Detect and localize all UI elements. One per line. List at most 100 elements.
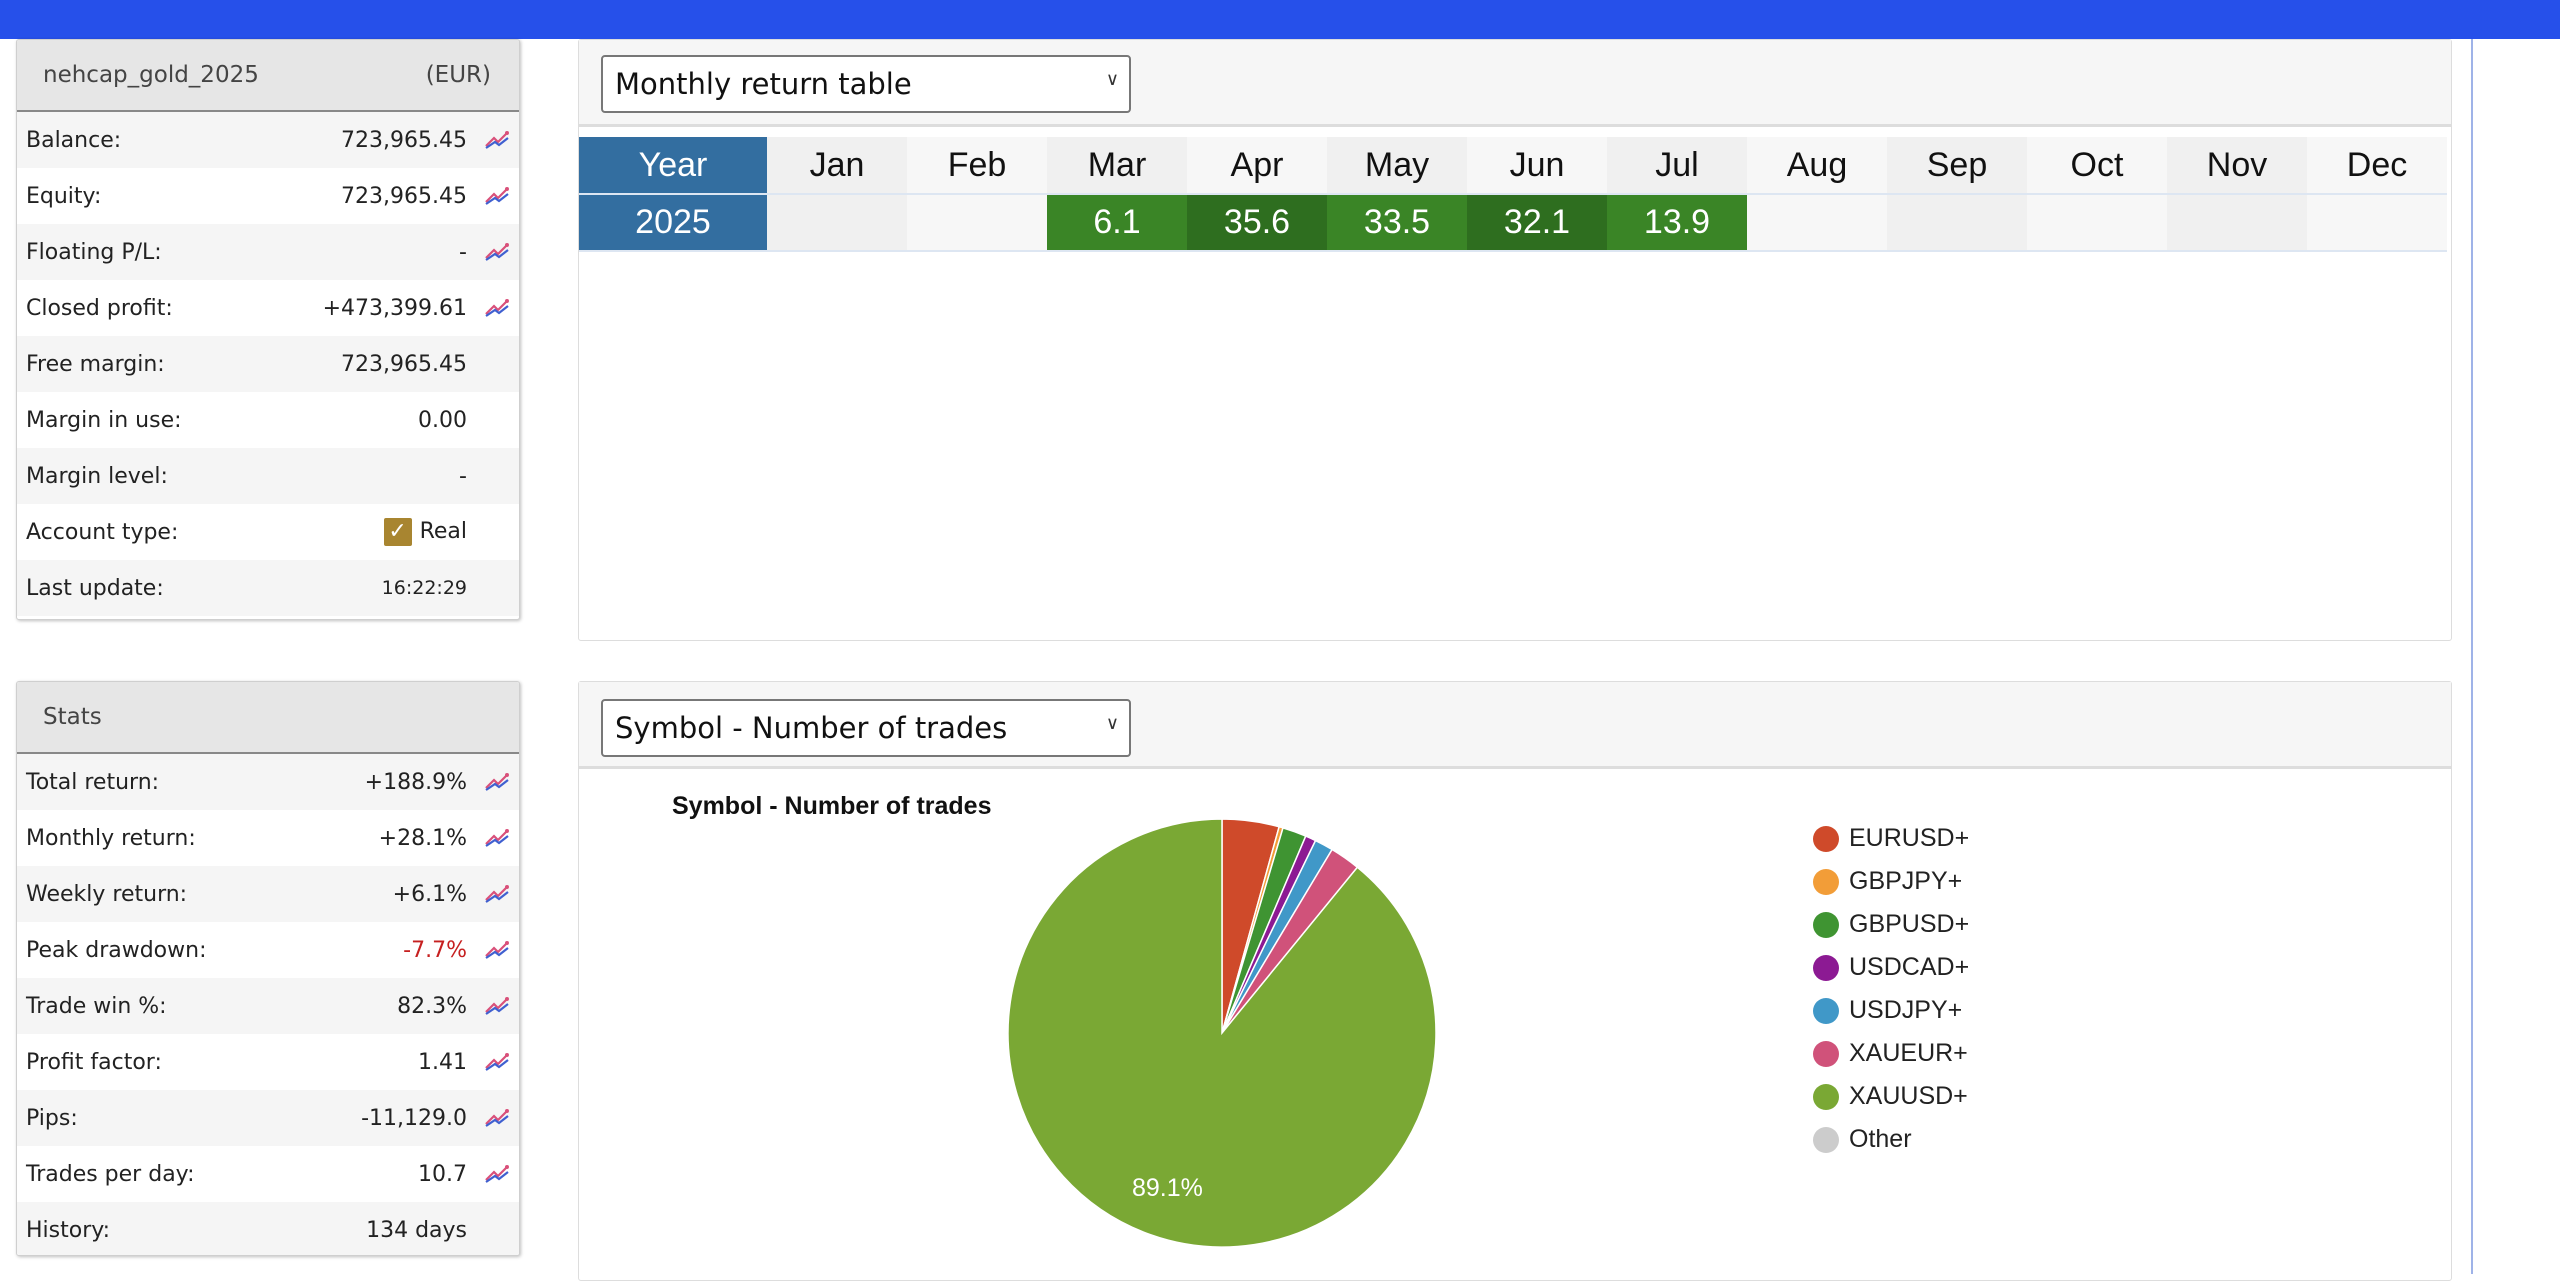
month-value-cell <box>1887 193 2027 252</box>
legend-item[interactable]: XAUEUR+ <box>1813 1032 1969 1075</box>
chart-icon[interactable] <box>467 297 511 319</box>
row-value: 723,965.45 <box>341 351 467 377</box>
stat-row: Closed profit: +473,399.61 <box>17 280 519 336</box>
monthly-return-table: Year Jan Feb Mar Apr May Jun Jul Aug Sep Oct Nov Dec… <box>579 137 2447 252</box>
legend-dot-icon <box>1813 997 1839 1024</box>
chart-icon[interactable] <box>467 129 511 151</box>
stat-row: Trade win %: 82.3% <box>17 978 519 1034</box>
checkbox-icon: ✓ <box>383 518 412 546</box>
row-label: Pips: <box>26 1105 78 1131</box>
monthly-toolbar: Monthly return table ∨ <box>579 40 2451 127</box>
month-value-cell <box>2307 193 2447 252</box>
stat-row: Margin in use: 0.00 <box>17 392 519 448</box>
pie-slice-xauusd[interactable] <box>1007 818 1437 1248</box>
chevron-down-icon: ∨ <box>1105 713 1119 734</box>
legend-item[interactable]: USDCAD+ <box>1813 946 1969 989</box>
row-label: Trades per day: <box>26 1161 195 1187</box>
month-header: Sep <box>1887 137 2027 194</box>
row-value: +473,399.61 <box>322 295 467 321</box>
row-value: ✓ Real <box>247 518 467 546</box>
stat-row: Monthly return: +28.1% <box>17 810 519 866</box>
stat-row: Profit factor: 1.41 <box>17 1034 519 1090</box>
legend-label: USDJPY+ <box>1849 996 1963 1024</box>
stat-row: Margin level: - <box>17 448 519 504</box>
legend-label: XAUEUR+ <box>1849 1039 1968 1067</box>
chart-title: Symbol - Number of trades <box>672 792 992 820</box>
symbol-chart-select[interactable]: Symbol - Number of trades ∨ <box>601 699 1131 757</box>
stat-row: Last update: 16:22:29 <box>17 560 519 616</box>
month-value-cell: 33.5 <box>1327 193 1467 252</box>
monthly-view-select[interactable]: Monthly return table ∨ <box>601 55 1131 113</box>
chart-icon[interactable] <box>467 1107 511 1129</box>
chart-icon[interactable] <box>467 995 511 1017</box>
stat-row: Trades per day: 10.7 <box>17 1146 519 1202</box>
account-header: nehcap_gold_2025 (EUR) <box>17 40 519 112</box>
chart-icon[interactable] <box>467 1051 511 1073</box>
legend-item[interactable]: USDJPY+ <box>1813 989 1969 1032</box>
legend-dot-icon <box>1813 825 1839 852</box>
stats-title: Stats <box>43 704 102 730</box>
legend-item[interactable]: XAUUSD+ <box>1813 1075 1969 1118</box>
chevron-down-icon: ∨ <box>1105 69 1119 90</box>
legend-item[interactable]: EURUSD+ <box>1813 817 1969 860</box>
table-header-row: Year Jan Feb Mar Apr May Jun Jul Aug Sep Oct Nov Dec <box>579 137 2447 194</box>
stats-panel: Stats Total return: +188.9% Monthly return… <box>16 681 520 1256</box>
legend-dot-icon <box>1813 1126 1839 1153</box>
chart-icon[interactable] <box>467 827 511 849</box>
row-label: Trade win %: <box>26 993 167 1019</box>
legend-item[interactable]: GBPUSD+ <box>1813 903 1969 946</box>
month-value-cell <box>907 193 1047 252</box>
month-header: Feb <box>907 137 1047 194</box>
slice-data-label: 89.1% <box>1132 1174 1203 1202</box>
row-value: 1.41 <box>418 1049 467 1075</box>
chart-icon[interactable] <box>467 1163 511 1185</box>
row-value: 16:22:29 <box>381 577 467 599</box>
monthly-return-panel: Monthly return table ∨ Year Jan Feb Mar Apr M… <box>578 39 2452 641</box>
row-value: 723,965.45 <box>341 127 467 153</box>
legend-label: XAUUSD+ <box>1849 1082 1968 1110</box>
chart-icon[interactable] <box>467 939 511 961</box>
row-value: - <box>459 239 467 265</box>
year-header: Year <box>579 137 767 194</box>
legend-dot-icon <box>1813 954 1839 981</box>
table-row: 2025 6.1 35.6 33.5 32.1 13.9 <box>579 193 2447 252</box>
account-name: nehcap_gold_2025 <box>43 62 259 88</box>
month-header: Aug <box>1747 137 1887 194</box>
symbol-toolbar: Symbol - Number of trades ∨ <box>579 682 2451 769</box>
row-value: +188.9% <box>364 769 467 795</box>
row-label: Equity: <box>26 183 102 209</box>
row-label: Free margin: <box>26 351 165 377</box>
chart-icon[interactable] <box>467 771 511 793</box>
divider <box>2471 39 2473 1274</box>
stat-row: Total return: +188.9% <box>17 754 519 810</box>
legend-label: GBPJPY+ <box>1849 867 1963 895</box>
month-value-cell <box>767 193 907 252</box>
row-value: -11,129.0 <box>361 1105 467 1131</box>
legend-item[interactable]: GBPJPY+ <box>1813 860 1969 903</box>
stat-row: Weekly return: +6.1% <box>17 866 519 922</box>
row-value: 134 days <box>366 1217 467 1243</box>
stat-row: Equity: 723,965.45 <box>17 168 519 224</box>
row-label: Peak drawdown: <box>26 937 207 963</box>
row-label: Weekly return: <box>26 881 188 907</box>
month-header: Dec <box>2307 137 2447 194</box>
month-header: Jun <box>1467 137 1607 194</box>
chart-icon[interactable] <box>467 241 511 263</box>
month-header: Jul <box>1607 137 1747 194</box>
chart-icon[interactable] <box>467 883 511 905</box>
legend-label: EURUSD+ <box>1849 824 1970 852</box>
account-type-value: Real <box>419 519 467 544</box>
stat-row: Peak drawdown: -7.7% <box>17 922 519 978</box>
month-value-cell <box>1747 193 1887 252</box>
month-header: Oct <box>2027 137 2167 194</box>
row-value: 0.00 <box>418 407 467 433</box>
month-header: Jan <box>767 137 907 194</box>
legend-item[interactable]: Other <box>1813 1118 1969 1161</box>
row-label: Margin in use: <box>26 407 182 433</box>
chart-icon[interactable] <box>467 185 511 207</box>
row-value: +6.1% <box>392 881 467 907</box>
month-header: Nov <box>2167 137 2307 194</box>
row-label: Balance: <box>26 127 122 153</box>
month-header: Mar <box>1047 137 1187 194</box>
stat-row: Account type: ✓ Real <box>17 504 519 560</box>
